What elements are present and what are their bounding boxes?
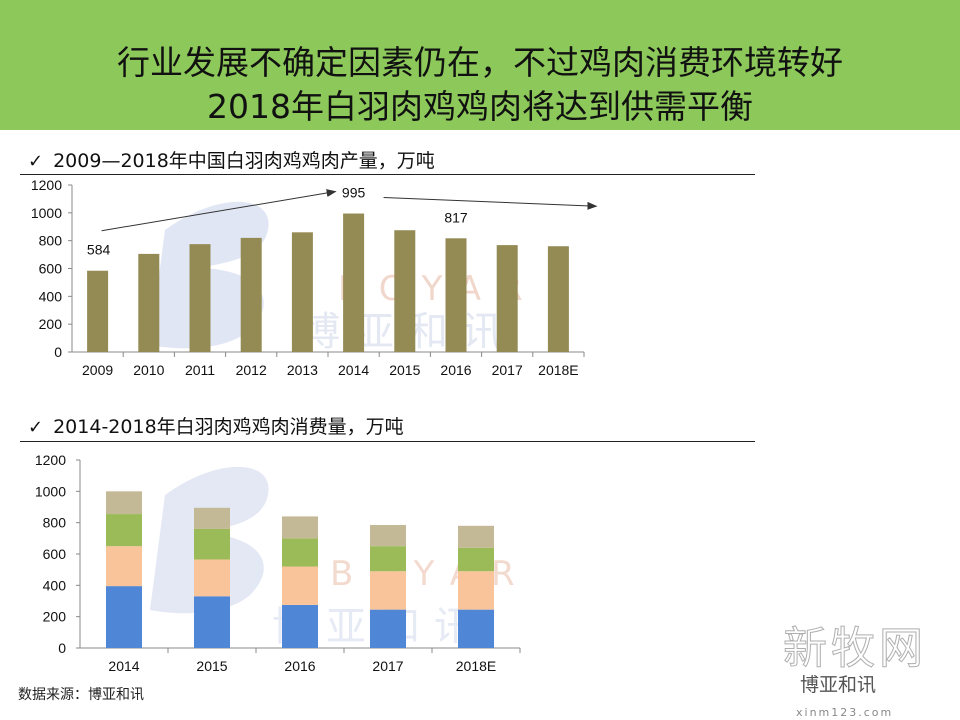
page-title-line-2: 2018年白羽肉鸡鸡肉将达到供需平衡 — [207, 87, 753, 126]
chart-1-divider — [20, 174, 755, 175]
y-tick-label: 1000 — [31, 205, 62, 221]
data-label-2014: 995 — [342, 185, 366, 201]
x-tick-label: 2015 — [389, 362, 420, 378]
stack-segment-2015-2 — [194, 559, 230, 597]
stack-segment-2016-4 — [282, 516, 318, 539]
production-bar-chart: 0 200 400 600 800 1000 1200 2009 584 2010 2011 2012… — [31, 177, 598, 378]
y-tick-label: 1200 — [31, 177, 62, 193]
y-tick-label: 400 — [39, 288, 63, 304]
x-tick-label: 2012 — [236, 362, 267, 378]
bar-2016 — [445, 238, 467, 352]
chart-2-heading: ✓ 2014-2018年白羽肉鸡鸡肉消费量，万吨 — [28, 412, 404, 439]
y-tick-label: 600 — [39, 261, 63, 277]
xinmu-watermark: 新牧网 博亚和讯 xinm123.com — [760, 612, 950, 720]
bar-2018E — [547, 246, 569, 352]
logo-letters: BOYAR — [330, 554, 533, 594]
x-tick-label: 2017 — [492, 362, 523, 378]
chart-2-divider — [20, 441, 755, 442]
stack-segment-2014-3 — [106, 514, 142, 547]
bar-2010 — [138, 253, 160, 352]
x-tick-label: 2015 — [196, 658, 227, 674]
stack-segment-2017-4 — [370, 525, 406, 547]
y-tick-label: 400 — [43, 577, 67, 593]
bar-2012 — [240, 237, 262, 352]
consumption-stacked-bar-chart: 0 200 400 600 800 1000 1200 2014 2015 2016 2017 201… — [35, 452, 521, 674]
x-tick-label: 2013 — [287, 362, 318, 378]
bar-2009 — [87, 270, 109, 352]
stack-segment-2017-3 — [370, 546, 406, 572]
stack-segment-2017-2 — [370, 571, 406, 610]
x-tick-label: 2016 — [440, 362, 471, 378]
y-tick-label: 1000 — [35, 483, 66, 499]
y-tick-label: 600 — [43, 546, 67, 562]
logo-letters: BOYAR — [338, 269, 541, 309]
x-tick-label: 2009 — [82, 362, 113, 378]
x-tick-label: 2018E — [538, 362, 578, 378]
data-source-note: 数据来源：博亚和讯 — [18, 687, 144, 703]
trend-arrow-up — [101, 189, 337, 232]
watermark-stamp: 新牧网 — [783, 623, 927, 675]
y-tick-label: 1200 — [35, 452, 66, 468]
checkmark-icon: ✓ — [28, 417, 44, 438]
x-tick-label: 2017 — [372, 658, 403, 674]
y-tick-label: 800 — [39, 233, 63, 249]
stack-segment-2014-1 — [106, 586, 142, 648]
stack-segment-2018E-3 — [458, 547, 494, 572]
checkmark-icon: ✓ — [28, 151, 44, 172]
stack-segment-2014-4 — [106, 491, 142, 515]
watermark-caption: 博亚和讯 — [800, 674, 877, 696]
y-tick-label: 0 — [58, 640, 66, 656]
bar-2013 — [291, 232, 313, 352]
stack-segment-2018E-4 — [458, 525, 494, 548]
bar-2015 — [394, 230, 416, 352]
x-tick-label: 2010 — [133, 362, 164, 378]
chart-2-title: 2014-2018年白羽肉鸡鸡肉消费量，万吨 — [53, 416, 404, 438]
y-tick-label: 800 — [43, 515, 67, 531]
stack-segment-2016-3 — [282, 538, 318, 567]
x-tick-label: 2014 — [338, 362, 369, 378]
y-tick-label: 0 — [54, 344, 62, 360]
stack-segment-2015-3 — [194, 528, 230, 560]
x-tick-label: 2016 — [284, 658, 315, 674]
y-tick-label: 200 — [39, 316, 63, 332]
watermark-url: xinm123.com — [796, 706, 894, 719]
stack-segment-2014-2 — [106, 546, 142, 587]
title-banner: 行业发展不确定因素仍在，不过鸡肉消费环境转好 2018年白羽肉鸡鸡肉将达到供需平… — [0, 0, 960, 130]
data-label-2016: 817 — [444, 209, 468, 225]
stack-segment-2018E-2 — [458, 571, 494, 610]
bar-2014 — [343, 213, 365, 352]
bar-2017 — [496, 245, 518, 352]
chart-1-heading: ✓ 2009—2018年中国白羽肉鸡鸡肉产量，万吨 — [28, 146, 435, 173]
page-title-line-1: 行业发展不确定因素仍在，不过鸡肉消费环境转好 — [117, 43, 843, 82]
stack-segment-2015-4 — [194, 507, 230, 529]
stack-segment-2018E-1 — [458, 609, 494, 648]
stack-segment-2016-1 — [282, 604, 318, 648]
bar-2011 — [189, 244, 211, 352]
stack-segment-2015-1 — [194, 596, 230, 648]
x-tick-label: 2011 — [185, 362, 215, 378]
stack-segment-2016-2 — [282, 566, 318, 605]
y-tick-label: 200 — [43, 609, 67, 625]
x-tick-label: 2018E — [456, 658, 496, 674]
trend-arrow-down — [383, 197, 598, 210]
chart-1-title: 2009—2018年中国白羽肉鸡鸡肉产量，万吨 — [53, 150, 435, 172]
data-label-2009: 584 — [87, 242, 111, 258]
stack-segment-2017-1 — [370, 609, 406, 648]
x-tick-label: 2014 — [108, 658, 139, 674]
